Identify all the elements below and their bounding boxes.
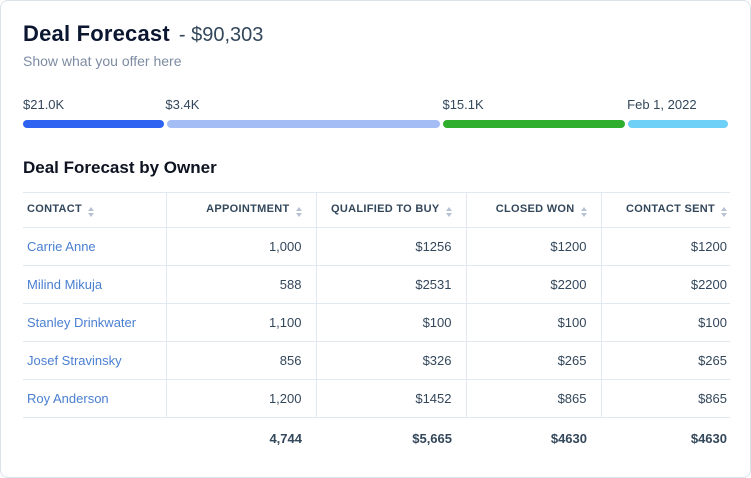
- progress-segment: [23, 119, 164, 128]
- table-row: Roy Anderson 1,200 $1452 $865 $865: [23, 378, 730, 418]
- qualified-to-buy-cell: $326: [315, 340, 466, 380]
- qualified-to-buy-cell: $100: [315, 302, 466, 342]
- closed-won-cell: $265: [465, 340, 601, 380]
- progress-segment: [628, 119, 728, 128]
- sort-icon[interactable]: [88, 206, 95, 217]
- totals-row: 4,744 $5,665 $4630 $4630: [23, 416, 730, 459]
- closed-won-cell: $100: [465, 302, 601, 342]
- table-row: Stanley Drinkwater 1,100 $100 $100 $100: [23, 302, 730, 342]
- contact-link[interactable]: Josef Stravinsky: [27, 352, 122, 368]
- appointment-cell: 856: [165, 340, 316, 380]
- column-header-contact-sent[interactable]: CONTACT SENT: [600, 191, 730, 228]
- qualified-to-buy-cell: $1256: [315, 226, 466, 266]
- contact-cell: Stanley Drinkwater: [23, 302, 166, 342]
- column-header-label: CONTACT SENT: [626, 202, 715, 215]
- progress-segment: [166, 119, 441, 128]
- progress-label: $21.0K: [23, 96, 65, 112]
- column-header-label: QUALIFIED TO BUY: [331, 202, 440, 215]
- column-header-label: APPOINTMENT: [206, 202, 290, 215]
- appointment-total: 4,744: [166, 416, 316, 459]
- header: Deal Forecast - $90,303: [23, 21, 728, 47]
- contact-link[interactable]: Carrie Anne: [27, 238, 96, 254]
- contact-sent-cell: $1200: [600, 226, 730, 266]
- contact-sent-cell: $2200: [600, 264, 730, 304]
- qualified-to-buy-total: $5,665: [316, 416, 466, 459]
- appointment-cell: 1,200: [165, 378, 316, 418]
- contact-link[interactable]: Roy Anderson: [27, 390, 109, 406]
- section-title: Deal Forecast by Owner: [23, 157, 217, 177]
- progress-label: Feb 1, 2022: [627, 96, 697, 112]
- page-title: Deal Forecast: [23, 21, 170, 46]
- totals-empty-cell: [23, 416, 166, 459]
- contact-sent-cell: $865: [600, 378, 730, 418]
- column-header-label: CLOSED WON: [495, 202, 575, 215]
- contact-link[interactable]: Milind Mikuja: [27, 276, 103, 292]
- sort-icon[interactable]: [580, 206, 587, 217]
- column-header-closed-won[interactable]: CLOSED WON: [465, 191, 601, 228]
- forecast-amount: - $90,303: [178, 24, 264, 46]
- table-row: Josef Stravinsky 856 $326 $265 $265: [23, 340, 730, 380]
- sort-icon[interactable]: [721, 206, 727, 217]
- qualified-to-buy-cell: $2531: [315, 264, 466, 304]
- closed-won-cell: $1200: [465, 226, 601, 266]
- appointment-cell: 1,000: [165, 226, 316, 266]
- table-header-row: CONTACT APPOINTMENT QUALIFIED TO BUY CLO…: [23, 191, 730, 228]
- closed-won-total: $4630: [466, 416, 601, 459]
- progress-segment: [443, 119, 626, 128]
- progress-label: $3.4K: [165, 96, 200, 112]
- table-row: Milind Mikuja 588 $2531 $2200 $2200: [23, 264, 730, 304]
- contact-cell: Josef Stravinsky: [23, 340, 166, 380]
- progress-label: $15.1K: [442, 96, 484, 112]
- table-row: Carrie Anne 1,000 $1256 $1200 $1200: [23, 226, 730, 266]
- column-header-label: CONTACT: [27, 202, 83, 215]
- column-header-contact[interactable]: CONTACT: [23, 191, 166, 228]
- closed-won-cell: $865: [465, 378, 601, 418]
- sort-icon[interactable]: [445, 206, 452, 217]
- closed-won-cell: $2200: [465, 264, 601, 304]
- contact-cell: Milind Mikuja: [23, 264, 166, 304]
- contact-sent-cell: $100: [600, 302, 730, 342]
- contact-link[interactable]: Stanley Drinkwater: [27, 314, 137, 330]
- contact-cell: Roy Anderson: [23, 378, 166, 418]
- sort-icon[interactable]: [295, 206, 302, 217]
- contact-sent-cell: $265: [600, 340, 730, 380]
- qualified-to-buy-cell: $1452: [315, 378, 466, 418]
- appointment-cell: 1,100: [165, 302, 316, 342]
- appointment-cell: 588: [165, 264, 316, 304]
- contact-cell: Carrie Anne: [23, 226, 166, 266]
- column-header-appointment[interactable]: APPOINTMENT: [165, 191, 316, 228]
- subtitle: Show what you offer here: [23, 53, 182, 70]
- column-header-qualified-to-buy[interactable]: QUALIFIED TO BUY: [315, 191, 466, 228]
- forecast-progress-bar: [23, 119, 728, 128]
- deal-forecast-table: CONTACT APPOINTMENT QUALIFIED TO BUY CLO…: [23, 191, 730, 459]
- contact-sent-total: $4630: [601, 416, 730, 459]
- progress-labels: $21.0K $3.4K $15.1K Feb 1, 2022: [23, 97, 728, 112]
